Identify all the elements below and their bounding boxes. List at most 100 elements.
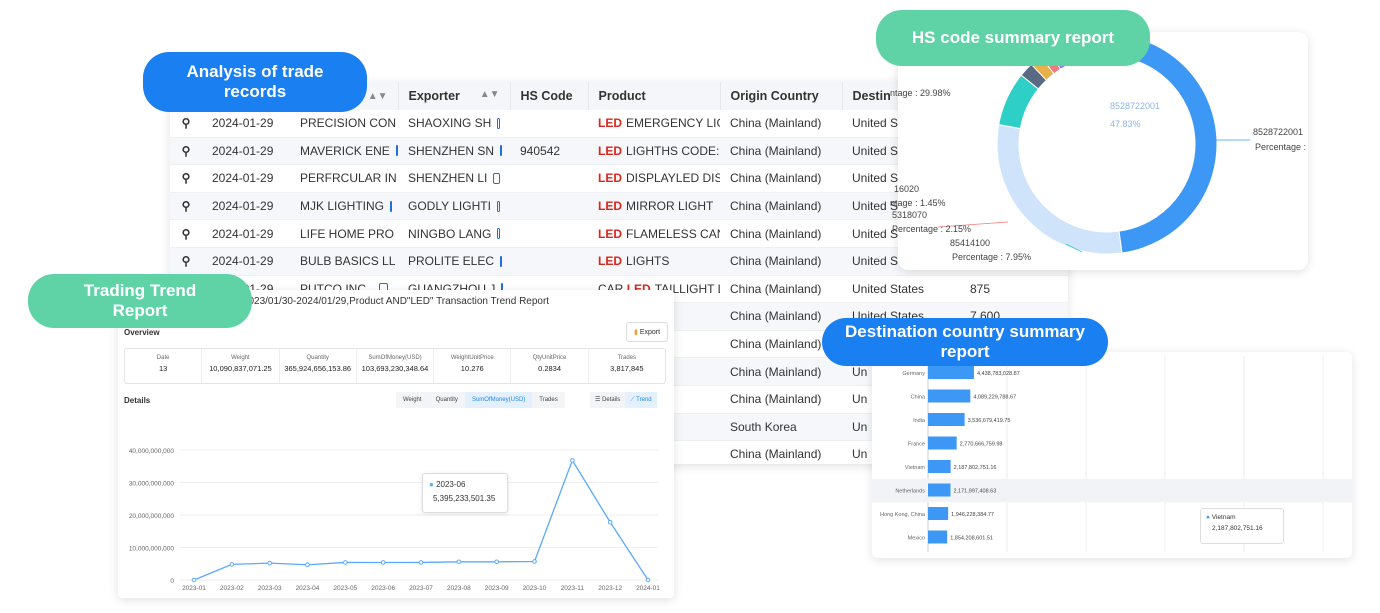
dest-value-label: 1,946,228,384.77 [951,512,994,518]
hs-slice [1106,33,1218,254]
hs-inner-pct: 47.83% [1110,119,1141,129]
origin-cell: China (Mainland) [720,110,842,138]
origin-cell: China (Mainland) [720,137,842,166]
dest-value-label: 3,536,679,419.75 [968,418,1011,424]
tab-trend[interactable]: ⟋ Trend [625,392,657,408]
tab-quantity[interactable]: Quantity [435,397,458,403]
exporter-cell[interactable]: GODLY LIGHTI [398,192,510,221]
hs-code-cell: 940542 [510,137,588,166]
origin-cell: South Korea [720,413,842,442]
exporter-cell[interactable]: PROLITE ELEC [398,247,510,276]
copy-icon[interactable] [497,228,500,240]
dest-bar [928,389,971,403]
dest-bar [928,483,951,497]
origin-cell: China (Mainland) [720,357,842,386]
copy-icon[interactable] [497,117,500,129]
hs-annotation-top-left: ntage : 29.98% [890,88,951,98]
importer-cell[interactable]: PRECISION CON [290,110,398,138]
search-icon[interactable]: ⚲ [181,226,191,241]
table-row[interactable]: ⚲ 2024-01-29 PERFRCULAR IN SHENZHEN LI LED DI… [170,164,1068,193]
overview-summary: Date 13 Weight 10,090,837,071.25 Quantity 365… [124,348,666,384]
overview-item: Quantity 365,924,656,153.86 [280,349,357,383]
trend-point [645,577,651,583]
dest-category-label: Hong Kong, China [880,512,926,518]
tab-trades[interactable]: Trades [539,397,558,403]
dest-value-label: 2,171,997,408.63 [953,489,996,495]
search-icon[interactable]: ⚲ [181,171,191,186]
copy-icon[interactable] [500,145,503,157]
x-tick-label: 2024-01 [636,585,660,592]
export-button[interactable]: ▮ Export [626,322,668,342]
metric-tabs: Weight Quantity SumOfMoney(USD) Trades [396,392,565,408]
tab-weight[interactable]: Weight [403,397,422,403]
tab-details[interactable]: ☰ Details [595,397,621,403]
hs-left-pct1: ntage : 1.45% [890,198,946,208]
hs-code-cell [510,192,588,221]
date-cell: 2024-01-29 [202,110,290,138]
tab-sum-of-money[interactable]: SumOfMoney(USD) [464,392,533,408]
overview-value: 103,693,230,348.64 [361,364,429,373]
search-icon[interactable]: ⚲ [181,143,191,158]
copy-icon[interactable] [500,255,503,267]
product-cell: LED LIGHTS [588,247,720,276]
search-icon[interactable]: ⚲ [181,199,191,214]
sort-icon[interactable]: ▲▼ [367,90,388,102]
row-action-cell: ⚲ [170,110,202,138]
hs-bottom-pct: Percentage : 7.95% [952,252,1032,262]
keyword-highlight: LED [598,199,622,214]
trading-trend-panel: 2023/01/30-2024/01/29,Product AND"LED" T… [118,290,674,598]
overview-item: Trades 3,817,845 [589,349,665,383]
sort-icon[interactable]: ▲▼ [479,89,500,100]
overview-item: Weight 10,090,837,071.25 [202,349,280,383]
x-tick-label: 2023-09 [485,585,509,592]
importer-cell[interactable]: PERFRCULAR IN [290,164,398,193]
x-tick-label: 2023-05 [333,585,357,592]
exporter-cell[interactable]: SHAOXING SH [398,110,510,138]
dest-value-label: 4,438,783,028.87 [977,371,1020,377]
keyword-highlight: LED [598,254,622,269]
search-icon[interactable]: ⚲ [181,116,191,131]
exporter-cell[interactable]: SHENZHEN SN [398,137,510,166]
hs-code-summary-panel: ntage : 29.98% 8528722001 47.83% 8528722… [890,32,1308,270]
hs-right-pct: Percentage : [1255,142,1307,152]
search-icon[interactable]: ⚲ [181,254,191,269]
tooltip-value: 5,395,233,501.35 [433,494,496,503]
destination-label: Destination country summary report [822,318,1108,366]
dest-category-label: Mexico [908,536,925,542]
exporter-cell[interactable]: SHENZHEN LI [398,164,510,193]
overview-value: 10,090,837,071.25 [209,364,272,373]
dest-bar [928,460,951,473]
copy-icon[interactable] [493,172,500,184]
trend-point [418,560,424,565]
analysis-label: Analysis of trade records [143,52,367,112]
header-exporter[interactable]: Exporter ▲▼ [398,82,511,110]
importer-cell[interactable]: MAVERICK ENE [290,137,398,166]
copy-icon[interactable] [395,145,398,157]
overview-value: 3,817,845 [610,364,644,373]
destination-summary-panel: Germany 4,438,783,028.87 China 4,089,229,78… [872,352,1352,558]
keyword-highlight: LED [598,116,622,131]
tooltip-dot-icon: ● [1206,514,1210,521]
dest-value-label: 1,854,208,601.51 [950,536,993,542]
row-action-cell: ⚲ [170,192,202,221]
overview-value: 0.2834 [538,364,562,373]
importer-cell[interactable]: LIFE HOME PRO [290,219,398,248]
header-product: Product [588,82,721,110]
exporter-cell[interactable]: NINGBO LANG [398,219,510,248]
tooltip-amount: 2,187,802,751.16 [1212,525,1263,532]
trend-tooltip: ● 2023-06 5,395,233,501.35 [422,473,508,513]
x-tick-label: 2023-11 [561,585,585,592]
copy-icon[interactable] [496,200,500,212]
details-heading: Details [124,396,151,405]
hs-code-cell [510,219,588,248]
trend-point [267,560,272,566]
export-icon: ▮ [633,329,638,336]
copy-icon[interactable] [390,200,393,212]
row-action-cell: ⚲ [170,247,202,276]
importer-cell[interactable]: BULB BASICS LL [290,247,398,276]
dest-bar [928,507,949,520]
importer-cell[interactable]: MJK LIGHTING [290,192,398,221]
hs-left-pct2: Percentage : 2.15% [892,224,972,234]
